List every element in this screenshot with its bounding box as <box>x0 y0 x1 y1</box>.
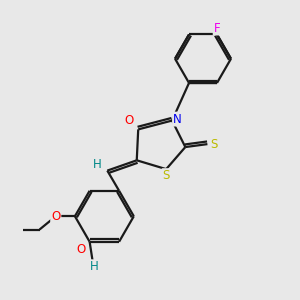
Text: H: H <box>90 260 98 273</box>
Text: S: S <box>163 169 170 182</box>
Text: H: H <box>93 158 101 171</box>
Text: O: O <box>76 243 86 256</box>
Text: O: O <box>51 210 60 223</box>
Text: F: F <box>214 22 220 34</box>
Text: S: S <box>210 138 218 151</box>
Text: O: O <box>124 114 134 127</box>
Text: N: N <box>173 112 182 126</box>
